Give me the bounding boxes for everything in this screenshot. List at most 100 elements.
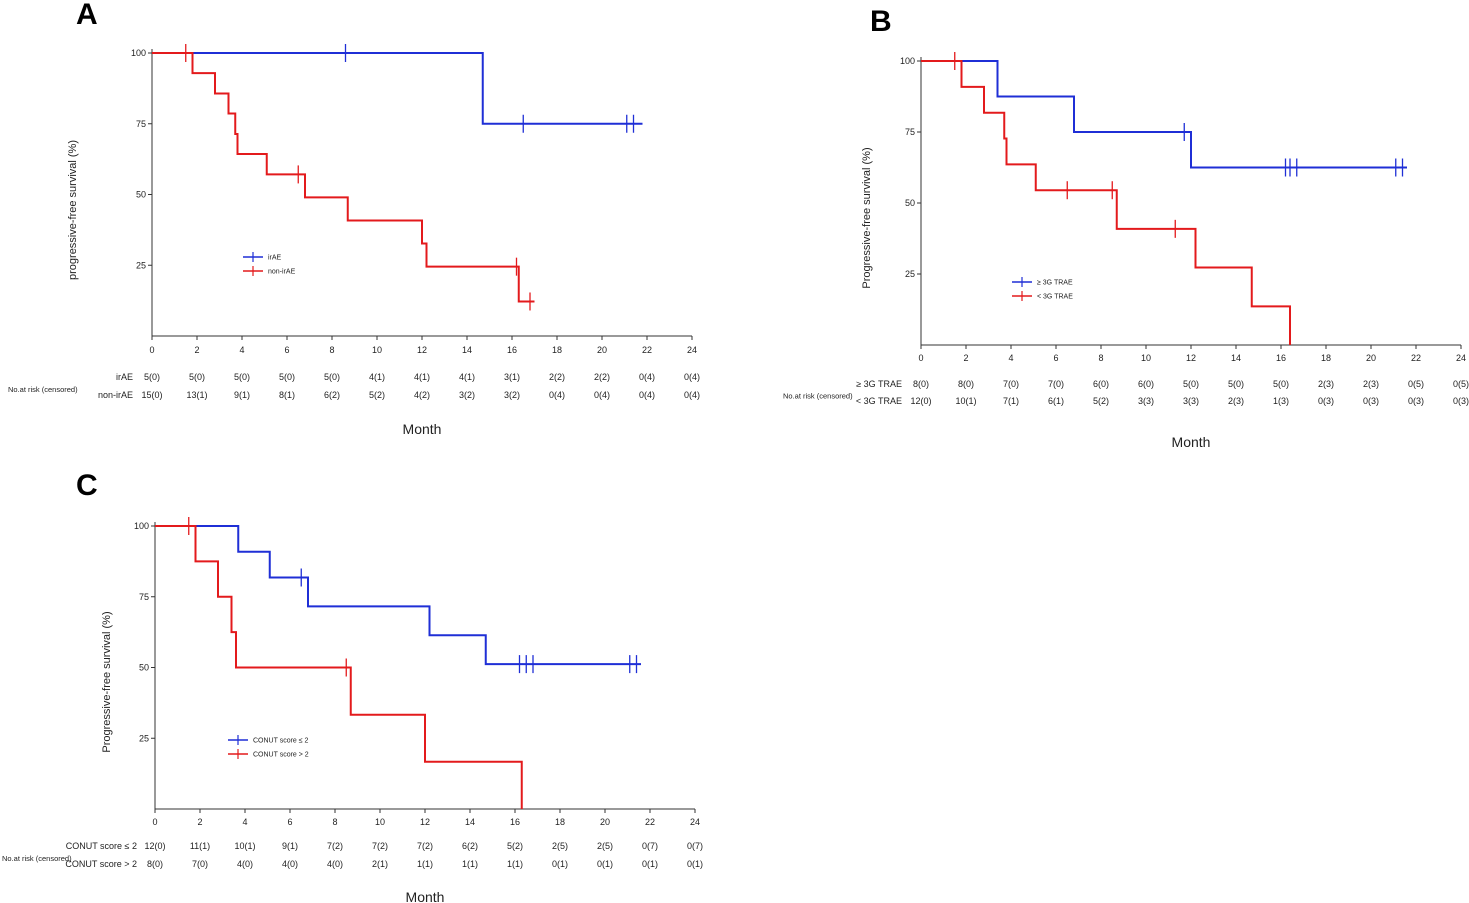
risk-cell: 0(4)	[549, 390, 565, 400]
risk-cell: 4(1)	[414, 372, 430, 382]
legend-label: ≥ 3G TRAE	[1037, 280, 1073, 287]
x-tick-label: 22	[645, 817, 655, 827]
risk-cell: 1(1)	[507, 859, 523, 869]
x-tick-label: 8	[329, 345, 334, 355]
y-tick-label: 50	[139, 663, 149, 673]
x-tick-label: 24	[690, 817, 700, 827]
risk-cell: 2(5)	[552, 841, 568, 851]
risk-cell: 5(0)	[189, 372, 205, 382]
x-tick-label: 4	[242, 817, 247, 827]
risk-cell: 8(1)	[279, 390, 295, 400]
risk-cell: 3(1)	[504, 372, 520, 382]
series-line-0	[921, 60, 1407, 169]
legend-label: non-irAE	[268, 269, 296, 276]
risk-cell: 0(3)	[1408, 396, 1424, 406]
risk-cell: 0(3)	[1363, 396, 1379, 406]
x-tick-label: 20	[597, 345, 607, 355]
risk-cell: 8(0)	[913, 379, 929, 389]
risk-cell: 2(3)	[1228, 396, 1244, 406]
risk-cell: 0(3)	[1453, 396, 1469, 406]
x-tick-label: 24	[1456, 353, 1466, 363]
risk-cell: 9(1)	[234, 390, 250, 400]
risk-cell: 10(1)	[234, 841, 255, 851]
legend-label: irAE	[268, 255, 282, 262]
x-axis-label: Month	[1172, 434, 1211, 450]
y-axis-label: Progressive-free survival (%)	[101, 611, 113, 752]
x-tick-label: 6	[284, 345, 289, 355]
risk-cell: 8(0)	[147, 859, 163, 869]
x-tick-label: 6	[287, 817, 292, 827]
risk-cell: 1(3)	[1273, 396, 1289, 406]
x-tick-label: 0	[152, 817, 157, 827]
risk-cell: 5(2)	[507, 841, 523, 851]
risk-row-label: irAE	[116, 372, 133, 382]
risk-cell: 6(0)	[1093, 379, 1109, 389]
risk-row-label: CONUT score > 2	[65, 859, 137, 869]
x-tick-label: 12	[1186, 353, 1196, 363]
x-tick-label: 20	[1366, 353, 1376, 363]
risk-cell: 1(1)	[462, 859, 478, 869]
risk-cell: 6(1)	[1048, 396, 1064, 406]
risk-cell: 3(3)	[1138, 396, 1154, 406]
y-tick-label: 100	[134, 521, 149, 531]
risk-cell: 3(2)	[504, 390, 520, 400]
risk-cell: 0(5)	[1453, 379, 1469, 389]
risk-cell: 3(3)	[1183, 396, 1199, 406]
risk-cell: 5(0)	[1273, 379, 1289, 389]
risk-cell: 5(0)	[234, 372, 250, 382]
risk-cell: 12(0)	[144, 841, 165, 851]
x-tick-label: 2	[194, 345, 199, 355]
risk-cell: 13(1)	[186, 390, 207, 400]
x-tick-label: 0	[918, 353, 923, 363]
risk-cell: 0(3)	[1318, 396, 1334, 406]
panel-letter: A	[76, 0, 98, 31]
x-tick-label: 8	[332, 817, 337, 827]
risk-cell: 4(2)	[414, 390, 430, 400]
risk-row-label: ≥ 3G TRAE	[856, 379, 902, 389]
x-tick-label: 18	[555, 817, 565, 827]
y-tick-label: 50	[136, 190, 146, 200]
risk-cell: 2(3)	[1363, 379, 1379, 389]
x-axis-label: Month	[406, 889, 445, 903]
risk-cell: 7(0)	[192, 859, 208, 869]
x-axis-label: Month	[403, 421, 442, 437]
x-tick-label: 14	[462, 345, 472, 355]
risk-cell: 12(0)	[910, 396, 931, 406]
risk-cell: 4(0)	[237, 859, 253, 869]
panel-letter: B	[870, 5, 892, 38]
risk-cell: 0(7)	[642, 841, 658, 851]
risk-cell: 5(0)	[324, 372, 340, 382]
x-tick-label: 0	[149, 345, 154, 355]
risk-cell: 0(4)	[639, 372, 655, 382]
y-tick-label: 75	[136, 119, 146, 129]
risk-cell: 15(0)	[141, 390, 162, 400]
risk-cell: 4(1)	[459, 372, 475, 382]
risk-cell: 11(1)	[190, 841, 210, 851]
risk-cell: 4(1)	[369, 372, 385, 382]
legend-label: < 3G TRAE	[1037, 294, 1073, 301]
x-tick-label: 2	[197, 817, 202, 827]
risk-cell: 5(0)	[279, 372, 295, 382]
risk-cell: 2(5)	[597, 841, 613, 851]
risk-cell: 8(0)	[958, 379, 974, 389]
x-tick-label: 22	[1411, 353, 1421, 363]
risk-table-header: No.at risk (censored)	[2, 854, 72, 863]
risk-cell: 6(2)	[324, 390, 340, 400]
risk-cell: 0(4)	[684, 372, 700, 382]
y-axis-label: progressive-free survival (%)	[67, 140, 79, 280]
y-tick-label: 25	[905, 269, 915, 279]
y-axis-label: Progressive-free survival (%)	[861, 147, 873, 288]
x-tick-label: 16	[507, 345, 517, 355]
y-tick-label: 100	[900, 56, 915, 66]
risk-cell: 7(2)	[417, 841, 433, 851]
y-tick-label: 75	[139, 592, 149, 602]
risk-cell: 7(2)	[372, 841, 388, 851]
legend-label: CONUT score ≤ 2	[253, 738, 309, 745]
x-tick-label: 16	[510, 817, 520, 827]
risk-cell: 10(1)	[955, 396, 976, 406]
risk-cell: 5(0)	[1183, 379, 1199, 389]
panel-letter: C	[76, 469, 98, 502]
risk-cell: 1(1)	[417, 859, 433, 869]
x-tick-label: 10	[372, 345, 382, 355]
risk-cell: 0(1)	[642, 859, 658, 869]
